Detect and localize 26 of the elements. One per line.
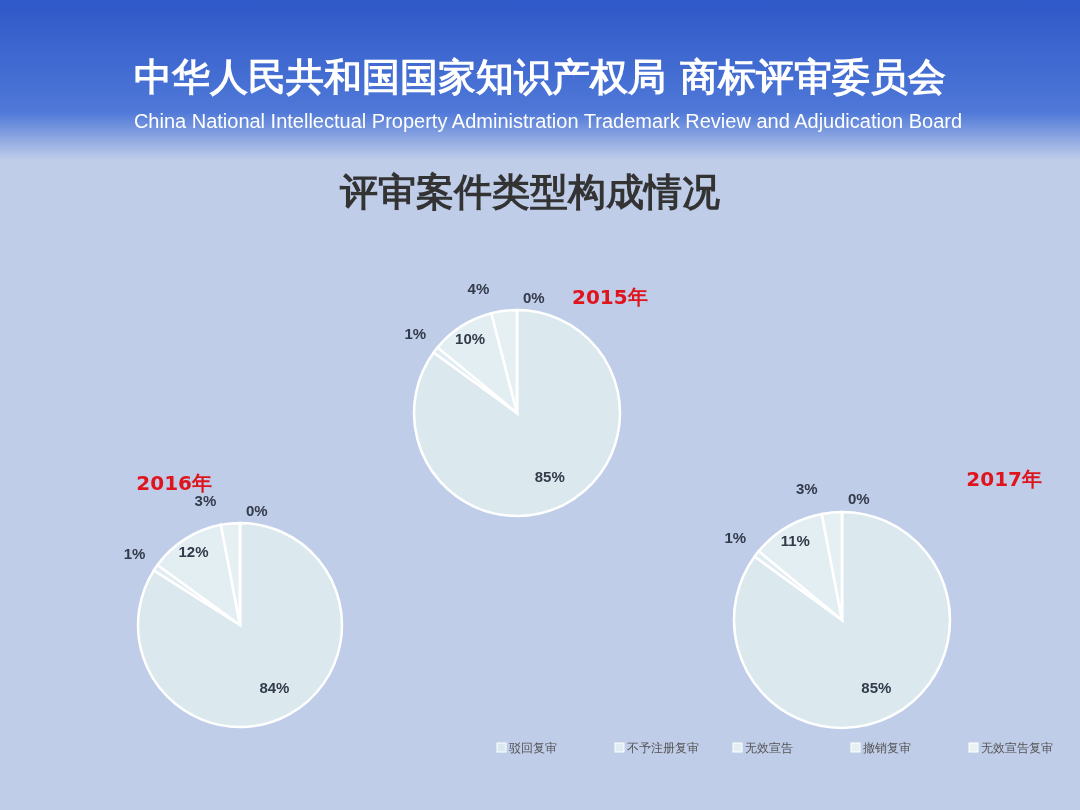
text: 中华人民共和国国家知识产权局 商标评审委员会: [134, 55, 946, 99]
data-label: 84%: [259, 678, 290, 696]
text: 0%: [246, 502, 268, 520]
legend-label: 撤销复审: [863, 741, 911, 756]
data-label: 3%: [194, 492, 217, 510]
legend-label: 不予注册复审: [627, 741, 699, 756]
data-label: 85%: [861, 678, 892, 696]
chart-title: 2017年: [966, 467, 1042, 491]
data-label: 1%: [123, 544, 146, 562]
chart-title: 2016年: [136, 471, 212, 495]
text: 0%: [848, 490, 870, 508]
text: China National Intellectual Property Administration Trademark Review and Adjudication Board: [133, 110, 963, 132]
legend-label: 无效宣告: [745, 741, 793, 756]
legend-label: 无效宣告复审: [981, 741, 1053, 756]
data-label: 1%: [724, 528, 747, 546]
data-label: 10%: [455, 330, 486, 348]
data-label: 85%: [534, 468, 565, 486]
data-label: 3%: [795, 480, 818, 498]
data-label: 12%: [178, 543, 209, 561]
chart-title: 2015年: [572, 285, 648, 309]
legend-label: 驳回复审: [509, 741, 557, 756]
text: 评审案件类型构成情况: [339, 170, 720, 214]
data-label: 1%: [404, 325, 427, 343]
text: 0%: [523, 288, 545, 306]
data-label: 4%: [467, 279, 490, 297]
data-label: 11%: [780, 532, 810, 550]
